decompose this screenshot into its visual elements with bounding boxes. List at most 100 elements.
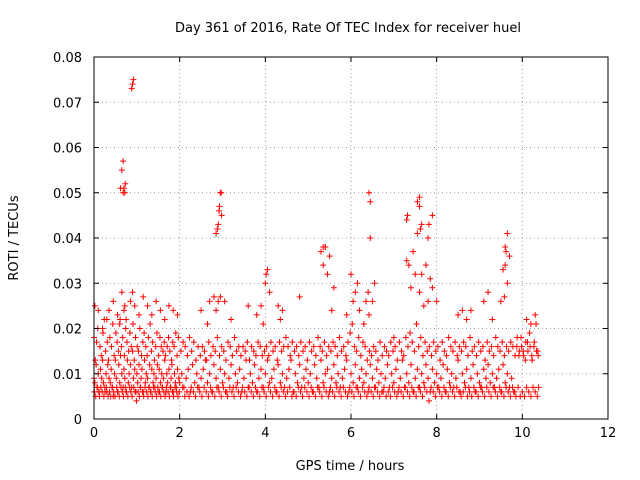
data-point xyxy=(411,348,418,355)
data-point xyxy=(256,393,263,400)
data-point xyxy=(387,339,394,346)
data-point xyxy=(496,384,503,391)
data-point xyxy=(369,375,376,382)
data-point xyxy=(420,302,427,309)
data-point xyxy=(111,370,118,377)
data-point xyxy=(377,339,384,346)
data-point xyxy=(121,302,128,309)
data-point xyxy=(250,393,257,400)
data-point xyxy=(218,189,225,196)
data-point xyxy=(274,357,281,364)
data-point xyxy=(418,221,425,228)
data-point xyxy=(138,366,145,373)
data-point xyxy=(310,388,317,395)
data-point xyxy=(99,325,106,332)
data-point xyxy=(278,348,285,355)
data-point xyxy=(316,388,323,395)
data-point xyxy=(452,375,459,382)
data-point xyxy=(355,334,362,341)
data-point xyxy=(168,357,175,364)
data-point xyxy=(515,384,522,391)
data-point xyxy=(489,316,496,323)
data-point xyxy=(426,343,433,350)
data-point xyxy=(417,388,424,395)
data-point xyxy=(133,370,140,377)
data-point xyxy=(141,330,148,337)
data-point xyxy=(300,348,307,355)
data-point xyxy=(263,271,270,278)
data-point xyxy=(218,343,225,350)
data-point xyxy=(138,375,145,382)
data-point xyxy=(198,393,205,400)
data-point xyxy=(415,343,422,350)
data-point xyxy=(495,366,502,373)
data-point xyxy=(221,298,228,305)
data-point xyxy=(252,384,259,391)
data-point xyxy=(314,384,321,391)
data-point xyxy=(503,384,510,391)
data-point xyxy=(190,388,197,395)
x-tick-label: 8 xyxy=(433,426,441,441)
data-point xyxy=(365,384,372,391)
data-point xyxy=(417,225,424,232)
data-point xyxy=(98,352,105,359)
data-point xyxy=(294,379,301,386)
data-point xyxy=(320,244,327,251)
data-point xyxy=(374,357,381,364)
data-point xyxy=(485,388,492,395)
data-point xyxy=(160,375,167,382)
data-point xyxy=(148,348,155,355)
data-point xyxy=(516,348,523,355)
data-point xyxy=(372,348,379,355)
data-point xyxy=(479,343,486,350)
data-point xyxy=(394,357,401,364)
data-point xyxy=(460,388,467,395)
data-point xyxy=(397,375,404,382)
data-point xyxy=(176,388,183,395)
data-point xyxy=(126,330,133,337)
data-point xyxy=(349,320,356,327)
data-point xyxy=(129,393,136,400)
data-point xyxy=(445,334,452,341)
data-point xyxy=(219,379,226,386)
data-point xyxy=(365,189,372,196)
data-point xyxy=(310,343,317,350)
data-point xyxy=(409,339,416,346)
data-point xyxy=(449,388,456,395)
data-point xyxy=(500,361,507,368)
data-point xyxy=(270,366,277,373)
data-point xyxy=(462,384,469,391)
data-point xyxy=(511,388,518,395)
data-point xyxy=(148,366,155,373)
y-tick-label: 0.01 xyxy=(53,368,82,383)
data-point xyxy=(440,384,447,391)
data-point xyxy=(535,352,542,359)
data-point xyxy=(225,375,232,382)
data-point xyxy=(93,339,100,346)
data-point xyxy=(297,388,304,395)
data-point xyxy=(396,339,403,346)
data-point xyxy=(480,366,487,373)
data-point xyxy=(276,393,283,400)
data-point xyxy=(130,76,137,83)
data-point xyxy=(275,361,282,368)
data-point xyxy=(152,343,159,350)
data-point xyxy=(277,379,284,386)
data-point xyxy=(413,393,420,400)
data-point xyxy=(210,293,217,300)
data-point xyxy=(161,339,168,346)
data-point xyxy=(522,357,529,364)
data-point xyxy=(246,357,253,364)
data-point xyxy=(284,388,291,395)
data-point xyxy=(184,352,191,359)
data-point xyxy=(258,366,265,373)
data-point xyxy=(125,379,132,386)
data-point xyxy=(225,339,232,346)
data-point xyxy=(398,348,405,355)
data-point xyxy=(129,289,136,296)
data-point xyxy=(285,343,292,350)
data-point xyxy=(291,388,298,395)
data-point xyxy=(379,352,386,359)
data-point xyxy=(323,388,330,395)
data-point xyxy=(448,370,455,377)
